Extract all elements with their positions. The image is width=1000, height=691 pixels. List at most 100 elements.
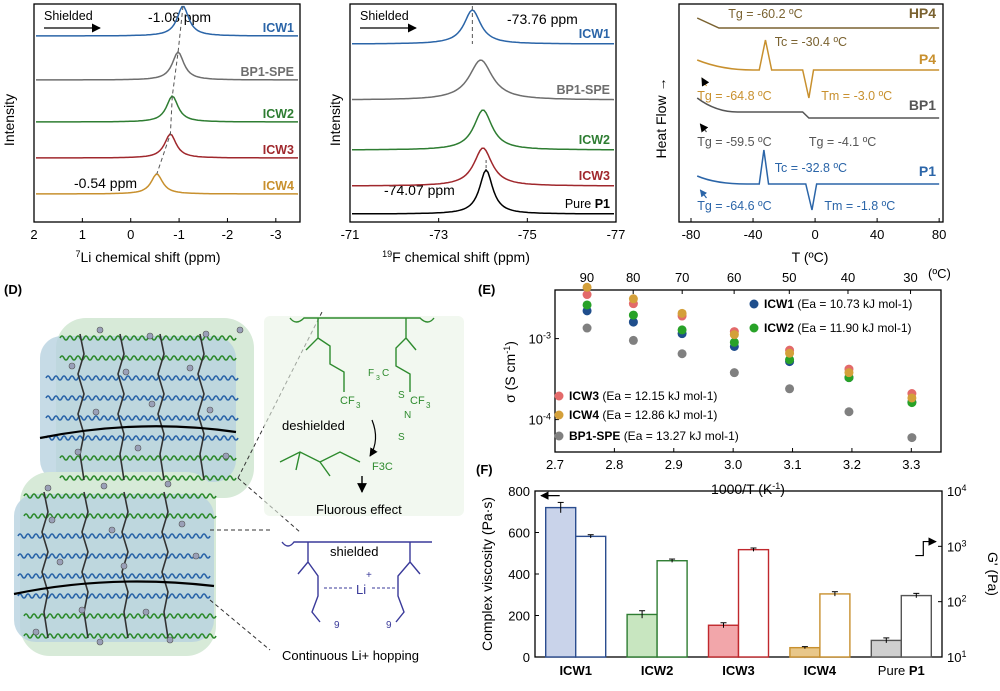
panel-f-y2label: G' (Pa): [985, 552, 1000, 596]
interface-line: [39, 425, 237, 440]
panel-c-xtick-label: 80: [932, 227, 946, 242]
tfsi-s2: S: [398, 432, 405, 443]
panel-e-point-bp1-spe: [729, 368, 739, 378]
panel-b-spectrum-series: [352, 59, 615, 101]
panel-e-point-bp1-spe: [628, 335, 638, 345]
dsc-p1-tg-label: Tg = -64.6 ºC: [697, 199, 771, 213]
panel-e-point-bp1-spe: [844, 407, 854, 417]
panel-e-point-icw3: [582, 290, 592, 300]
panel-a-li-nmr: Intensity Shielded -1.08 ppm -0.54 ppm 7…: [1, 3, 301, 265]
panel-e-top-tick-label: 60: [727, 270, 741, 285]
repeat-9-left: 9: [334, 620, 340, 631]
panel-e-xlabel: 1000/T (K-1): [711, 481, 785, 497]
panel-b-frame: [349, 3, 617, 223]
panel-e-point-icw2: [677, 325, 687, 335]
panel-f-viscosity-bar: [707, 624, 740, 658]
panel-a-series-label: ICW4: [263, 179, 294, 193]
li-ion-dot: [122, 368, 130, 376]
peo-side-2: [395, 542, 421, 623]
panel-b-ylabel: Intensity: [327, 94, 343, 146]
panel-e-point-icw2: [628, 310, 638, 320]
panel-e-frame: [554, 289, 942, 453]
dsc-label-p4: P4: [919, 51, 936, 67]
fluorous-label: Fluorous effect: [316, 502, 402, 517]
panel-a-xtick-label: -2: [222, 227, 234, 242]
li-ion-dot: [222, 452, 230, 460]
crosslink: [197, 333, 205, 481]
li-ion-dot: [202, 330, 210, 338]
li-ion-dot: [44, 484, 52, 492]
panel-e-legend-text: ICW1 (Ea = 10.73 kJ mol-1): [764, 297, 912, 311]
panel-a-xtick-label: -3: [270, 227, 282, 242]
panel-b-spectrum-series: [352, 168, 614, 215]
panel-f-ytick-label: 400: [508, 567, 530, 582]
panel-f-category-label: ICW1: [559, 663, 592, 678]
polymer-chain: [45, 415, 239, 421]
li-ion-dot: [32, 628, 40, 636]
panel-a-ylabel: Intensity: [1, 94, 17, 146]
li-ion-dot: [74, 448, 82, 456]
panel-e-point-icw4: [628, 294, 638, 304]
panel-b-xtick-label: -71: [341, 227, 360, 242]
panel-e-point-icw4: [677, 308, 687, 318]
panel-c-xtick-label: 0: [811, 227, 818, 242]
panel-f-category-label: ICW4: [804, 663, 837, 678]
dsc-bp1-tg2-label: Tg = -4.1 ºC: [809, 135, 876, 149]
cf3-label-2: CF: [410, 395, 425, 407]
polymer-chain: [23, 513, 217, 519]
panel-e-point-icw2: [729, 337, 739, 347]
panel-d-schematic: (D) CF 3 CF 3 F 3 C S N S F3C: [4, 282, 464, 663]
panel-e-xtick-label: 3.3: [902, 457, 920, 472]
li-ion-plus: +: [366, 570, 372, 581]
panel-e-ytick-label: 10-4: [529, 412, 551, 428]
panel-b-xtick-label: -73: [429, 227, 448, 242]
panel-e-top-tick-label: 30: [903, 270, 917, 285]
polymer-chain: [17, 573, 211, 579]
panel-e-legend-marker: [749, 323, 759, 333]
panel-e-xtick-label: 2.8: [605, 457, 623, 472]
panel-f-y2tick-label: 104: [947, 483, 966, 499]
panel-a-spectrum-icw2: [36, 95, 298, 123]
polymer-chain: [59, 455, 237, 461]
dsc-label-bp1: BP1: [909, 97, 936, 113]
panel-b-xtick-label: -75: [518, 227, 537, 242]
panel-a-series-label: ICW3: [263, 143, 294, 157]
tfsi-n: N: [404, 410, 411, 421]
li-ion-dot: [166, 636, 174, 644]
panel-b-series-label: ICW2: [579, 133, 610, 147]
panel-a-annotation-bottom: -0.54 ppm: [74, 175, 137, 191]
li-ion-label: Li: [356, 582, 366, 597]
dsc-p1-tc-label: Tc = -32.8 ºC: [775, 161, 847, 175]
panel-a-xlabel: 7Li chemical shift (ppm): [75, 249, 220, 265]
panel-e-conductivity: (E) σ (S cm-1) 1000/T (K-1) (ºC): [478, 266, 951, 497]
panel-c-xtick-label: 40: [870, 227, 884, 242]
panel-a-xtick-label: 2: [30, 227, 37, 242]
backbone-peo: [281, 541, 432, 547]
panel-e-legend-text: ICW4 (Ea = 12.86 kJ mol-1): [569, 408, 717, 422]
panel-a-spectrum-icw3: [36, 133, 298, 159]
dsc-bp1-tg1-label: Tg = -59.5 ºC: [697, 135, 771, 149]
panel-c-ylabel: Heat Flow →: [653, 78, 669, 159]
panel-a-spectrum-icw1: [36, 5, 298, 37]
polymer-chain: [45, 375, 239, 381]
tfsi-c-label: C: [382, 368, 389, 379]
panel-e-point-icw4: [729, 330, 739, 340]
li-ion-dot: [142, 608, 150, 616]
panel-e-point-icw2: [582, 300, 592, 310]
li-ion-dot: [48, 516, 56, 524]
panel-f-category-label: ICW3: [722, 663, 755, 678]
panel-f-category-label: Pure P1: [878, 663, 925, 678]
panel-f-y2tick-label: 103: [947, 538, 966, 554]
panel-e-top-tick-label: 80: [626, 270, 640, 285]
panel-b-spectrum-series: [352, 109, 614, 151]
li-ion-dot: [192, 552, 200, 560]
panel-c-xtick-label: -80: [682, 227, 701, 242]
polymer-network-top: [40, 318, 254, 498]
chart-marks: 2 1 0 -1 -2 -3 ICW1 BP1-SPE ICW2 ICW3 ICW4 -71 -73 -7…: [30, 5, 966, 678]
panel-e-xtick-label: 3.2: [843, 457, 861, 472]
polymer-chain: [23, 613, 217, 619]
polymer-chain: [45, 435, 239, 441]
deshielded-arrow: [369, 419, 378, 457]
panel-e-point-bp1-spe: [785, 384, 795, 394]
panel-e-top-tick-label: 50: [782, 270, 796, 285]
